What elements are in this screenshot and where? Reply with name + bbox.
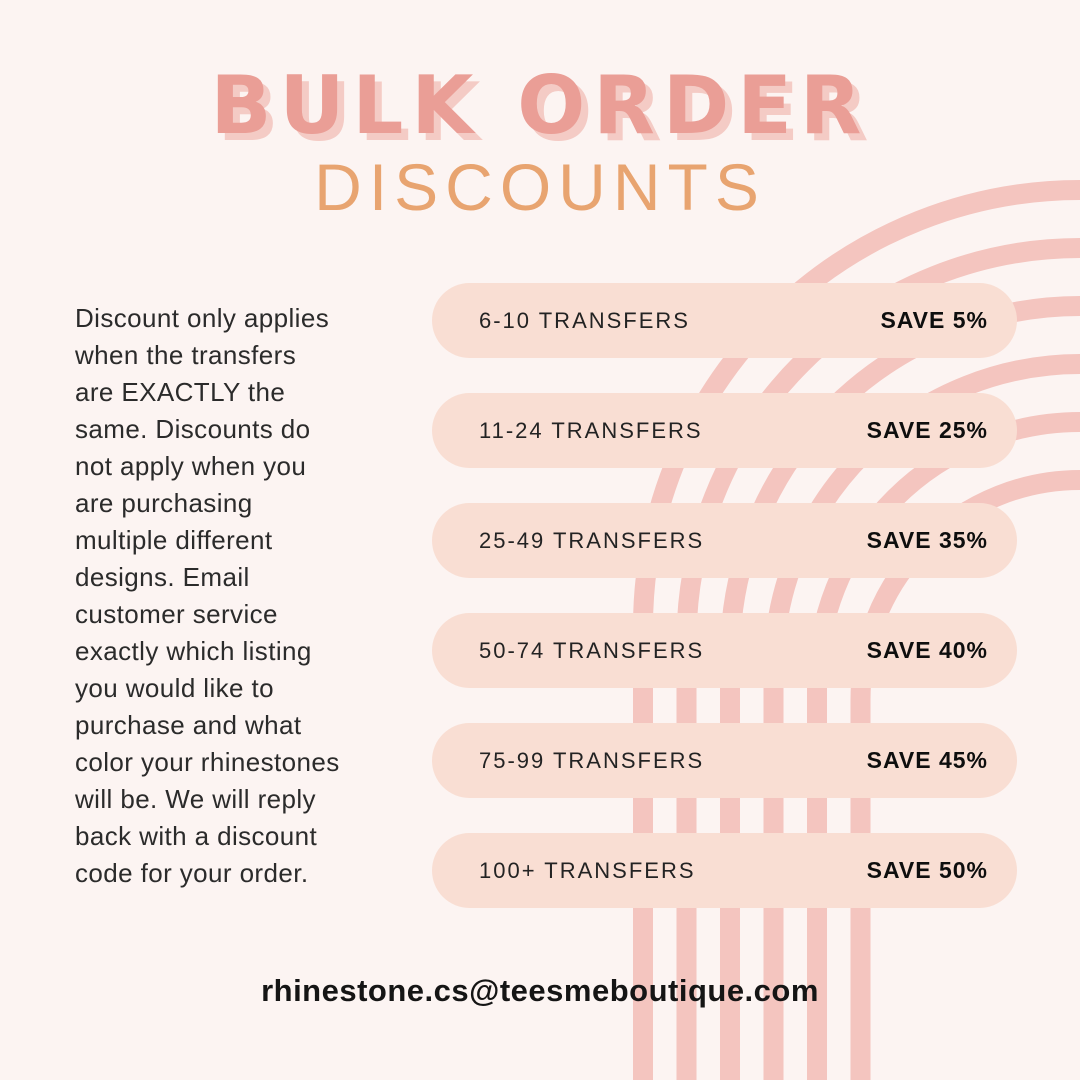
tier-save-label: SAVE 5% [880, 307, 988, 333]
discount-tier-row: 75-99 TRANSFERS SAVE 45% [432, 723, 1017, 798]
tier-range-label: 25-49 TRANSFERS [479, 527, 705, 553]
contact-email: rhinestone.cs@teesmeboutique.com [261, 973, 819, 1008]
discount-tier-list: 6-10 TRANSFERS SAVE 5% 11-24 TRANSFERS S… [432, 283, 1017, 943]
tier-range-label: 100+ TRANSFERS [479, 857, 696, 883]
discount-tier-row: 11-24 TRANSFERS SAVE 25% [432, 393, 1017, 468]
tier-save-label: SAVE 50% [866, 857, 988, 883]
tier-range-label: 11-24 TRANSFERS [479, 417, 703, 443]
page-title: BULK ORDER [210, 59, 870, 152]
tier-save-label: SAVE 35% [866, 527, 988, 553]
tier-save-label: SAVE 45% [866, 747, 988, 773]
page-subtitle: DISCOUNTS [314, 150, 766, 224]
discount-tier-row: 100+ TRANSFERS SAVE 50% [432, 833, 1017, 908]
tier-range-label: 50-74 TRANSFERS [479, 637, 705, 663]
discount-tier-row: 25-49 TRANSFERS SAVE 35% [432, 503, 1017, 578]
tier-range-label: 6-10 TRANSFERS [479, 307, 690, 333]
tier-save-label: SAVE 40% [866, 637, 988, 663]
description-text: Discount only applies when the transfers… [75, 303, 340, 888]
discount-tier-row: 6-10 TRANSFERS SAVE 5% [432, 283, 1017, 358]
tier-save-label: SAVE 25% [866, 417, 988, 443]
discount-tier-row: 50-74 TRANSFERS SAVE 40% [432, 613, 1017, 688]
tier-range-label: 75-99 TRANSFERS [479, 747, 705, 773]
header: BULK ORDER DISCOUNTS [0, 59, 1080, 224]
